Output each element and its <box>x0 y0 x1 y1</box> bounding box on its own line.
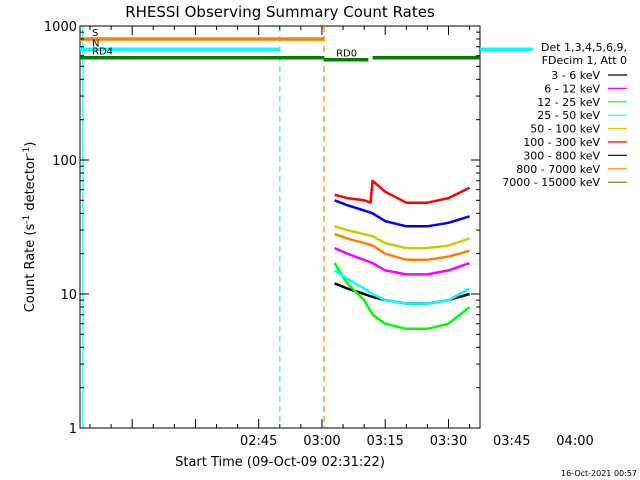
legend-label: 6 - 12 keV <box>544 82 600 95</box>
y-axis-label: Count Rate (s-1 detector-1) <box>22 142 38 313</box>
y-axis-label-sup2: -1 <box>22 147 32 156</box>
y-tick-label: 10 <box>60 288 77 303</box>
legend-label: 12 - 25 keV <box>537 96 600 109</box>
state-label: S <box>92 28 98 39</box>
state-label: RD4 <box>92 47 113 58</box>
y-axis-label-mid: detector <box>23 155 38 215</box>
legend-label: 800 - 7000 keV <box>516 163 600 176</box>
legend-label: 25 - 50 keV <box>537 109 600 122</box>
series-800-7000-kev <box>334 232 470 262</box>
x-axis-label: Start Time (09-Oct-09 02:31:22) <box>175 455 385 470</box>
state-label: RD0 <box>336 49 357 60</box>
x-tick-label: 03:00 <box>303 434 340 449</box>
y-tick-label: 100 <box>52 154 77 169</box>
series-100-300-kev <box>334 179 471 204</box>
legend-label: 100 - 300 keV <box>523 136 600 149</box>
series-6-12-kev <box>334 246 471 276</box>
series-300-800-kev <box>334 199 470 228</box>
y-axis-label-end: ) <box>23 142 38 147</box>
x-axis: 02:45 03:00 03:15 03:30 03:45 04:00 <box>89 26 594 449</box>
legend-label: 3 - 6 keV <box>551 69 600 82</box>
x-tick-label: 03:30 <box>430 434 467 449</box>
x-tick-label: 03:45 <box>493 434 530 449</box>
state-label: N <box>92 38 99 49</box>
footer-timestamp: 16-Oct-2021 00:57 <box>561 469 637 478</box>
x-tick-label: 04:00 <box>556 434 593 449</box>
legend-label: 50 - 100 keV <box>530 123 600 136</box>
x-tick-label: 03:15 <box>366 434 403 449</box>
chart-title: RHESSI Observing Summary Count Rates <box>125 3 435 21</box>
legend-label: 300 - 800 keV <box>523 149 600 162</box>
y-axis-label-start: Count Rate (s <box>23 224 38 313</box>
series-12-25-kev <box>333 262 471 331</box>
series-25-50-kev <box>333 269 471 305</box>
legend-label: 7000 - 15000 keV <box>502 176 600 189</box>
y-tick-label: 1000 <box>44 20 77 35</box>
y-axis: 1 10 100 1000 <box>44 20 480 437</box>
y-axis-label-sup1: -1 <box>22 215 32 224</box>
y-tick-label: 1 <box>69 422 77 437</box>
legend-header-line2: FDecim 1, Att 0 <box>542 54 627 67</box>
legend-header-line1: Det 1,3,4,5,6,9, <box>541 41 627 54</box>
x-tick-label: 02:45 <box>240 434 277 449</box>
series-50-100-kev <box>334 225 470 250</box>
